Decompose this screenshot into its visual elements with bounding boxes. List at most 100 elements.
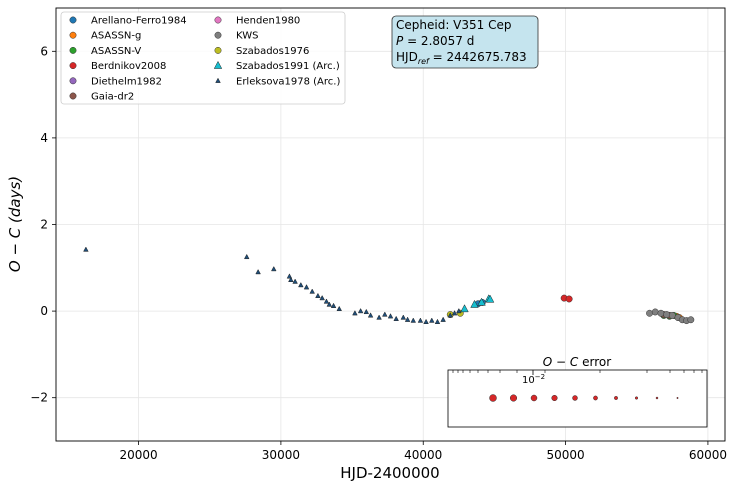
point-szabados1991-arc — [477, 297, 486, 306]
point-erleksova1978-arc — [83, 246, 89, 252]
point-erleksova1978-arc — [410, 317, 417, 323]
point-szabados1991-arc — [470, 299, 479, 308]
legend-label-erleksova1978-arc: Erleksova1978 (Arc.) — [236, 76, 340, 87]
inset-ticks — [452, 370, 703, 375]
legend-marker-arellano-ferro1984 — [69, 16, 77, 24]
point-erleksova1978-arc — [400, 314, 407, 320]
x-tick-label: 40000 — [404, 448, 442, 462]
point-erleksova1978-arc — [288, 276, 294, 282]
legend-label-gaia-dr2: Gaia-dr2 — [91, 92, 134, 103]
point-erleksova1978-arc — [357, 307, 364, 314]
x-tick-label: 60000 — [689, 448, 727, 462]
legend-label-henden1980: Henden1980 — [236, 16, 300, 27]
point-kws — [651, 308, 659, 316]
annotation-hjd: HJDref = 2442675.783 — [396, 50, 527, 66]
x-tick-label: 50000 — [546, 448, 584, 462]
legend-marker-erleksova1978-arc — [215, 77, 221, 83]
legend-marker-berdnikov2008 — [69, 62, 77, 70]
inset-error-marker — [655, 396, 659, 400]
point-erleksova1978-arc — [376, 314, 382, 320]
inset-title-suffix: error — [578, 355, 611, 369]
inset-error-marker — [509, 394, 518, 402]
inset-error-marker — [572, 395, 578, 401]
point-erleksova1978-arc — [303, 284, 310, 290]
point-szabados1991-arc — [485, 294, 495, 303]
point-erleksova1978-arc — [363, 308, 370, 315]
point-erleksova1978-arc — [382, 311, 388, 317]
point-erleksova1978-arc — [447, 312, 454, 318]
point-erleksova1978-arc — [456, 307, 462, 314]
point-erleksova1978-arc — [440, 316, 446, 322]
annotation-period-value: = 2.8057 d — [403, 34, 474, 48]
point-kws — [663, 311, 671, 319]
y-tick-label: 4 — [40, 131, 48, 145]
inset-title-symbol: O − C — [543, 355, 579, 369]
legend-marker-asassn-v — [69, 46, 77, 54]
legend-label-kws: KWS — [236, 31, 258, 42]
x-tick-label: 20000 — [119, 448, 157, 462]
point-erleksova1978-arc — [286, 273, 293, 279]
inset-markers — [489, 394, 679, 402]
point-kws — [668, 311, 676, 319]
point-erleksova1978-arc — [309, 288, 315, 294]
point-erleksova1978-arc — [417, 317, 424, 323]
inset-error-marker — [489, 394, 497, 402]
point-erleksova1978-arc — [352, 310, 358, 316]
annotation-hjd-sub: ref — [418, 57, 430, 66]
x-axis-label: HJD-2400000 — [340, 464, 439, 482]
y-axis-label: O − C (days) — [6, 176, 24, 272]
annotation-star-name: Cepheid: V351 Cep — [396, 18, 511, 32]
point-erleksova1978-arc — [367, 312, 374, 318]
inset-error-marker — [593, 395, 598, 401]
inset-tick-exponent: −2 — [535, 373, 545, 381]
annotation-period: P = 2.8057 d — [396, 34, 474, 48]
inset-error-marker — [676, 397, 679, 399]
inset-error-marker — [614, 396, 618, 400]
point-kws — [687, 316, 695, 324]
legend-label-asassn-v: ASASSN-V — [91, 46, 141, 57]
point-erleksova1978-arc — [387, 313, 394, 319]
grid — [56, 8, 725, 441]
y-tick-label: 0 — [40, 304, 48, 318]
legend-label-szabados1976: Szabados1976 — [236, 46, 309, 57]
inset-title: O − C error — [543, 355, 611, 369]
inset-error-marker — [551, 394, 558, 402]
y-tick-label: 2 — [40, 218, 48, 232]
point-erleksova1978-arc — [319, 294, 325, 301]
legend-label-arellano-ferro1984: Arellano-Ferro1984 — [91, 16, 187, 27]
point-erleksova1978-arc — [336, 305, 343, 312]
point-kws — [646, 309, 654, 317]
y-axis-ticks: −2 0 2 4 6 — [30, 44, 56, 405]
point-erleksova1978-arc — [404, 316, 411, 322]
error-inset: O − C error 10−2 — [447, 355, 708, 428]
x-tick-label: 30000 — [262, 448, 300, 462]
inset-tick-base: 10 — [522, 375, 535, 386]
point-erleksova1978-arc — [323, 298, 330, 304]
legend-label-szabados1991-arc: Szabados1991 (Arc.) — [236, 61, 340, 72]
legend-marker-szabados1991-arc — [213, 60, 223, 69]
point-erleksova1978-arc — [243, 253, 250, 260]
legend-label-diethelm1982: Diethelm1982 — [91, 76, 162, 87]
point-erleksova1978-arc — [271, 265, 277, 272]
y-tick-label: −2 — [30, 391, 48, 405]
annotation-hjd-value: = 2442675.783 — [429, 50, 527, 64]
point-erleksova1978-arc — [255, 268, 261, 275]
point-erleksova1978-arc — [298, 281, 304, 288]
point-erleksova1978-arc — [451, 310, 458, 316]
annotation-box: Cepheid: V351 Cep P = 2.8057 d HJDref = … — [391, 15, 539, 69]
legend-marker-asassn-g — [69, 31, 77, 39]
legend-marker-szabados1976 — [214, 46, 222, 54]
point-erleksova1978-arc — [423, 318, 429, 324]
point-erleksova1978-arc — [292, 278, 298, 284]
point-erleksova1978-arc — [429, 317, 435, 323]
legend-label-asassn-g: ASASSN-g — [91, 31, 141, 42]
legend-marker-gaia-dr2 — [69, 92, 77, 100]
inset-error-marker — [634, 396, 639, 400]
annotation-hjd-prefix: HJD — [396, 50, 418, 64]
x-axis-ticks: 20000 30000 40000 50000 60000 — [119, 441, 727, 462]
y-tick-label: 6 — [40, 44, 48, 58]
point-erleksova1978-arc — [330, 302, 337, 308]
inset-tick-label: 10−2 — [522, 373, 545, 386]
legend-box — [60, 11, 346, 105]
point-berdnikov2008 — [565, 295, 573, 303]
